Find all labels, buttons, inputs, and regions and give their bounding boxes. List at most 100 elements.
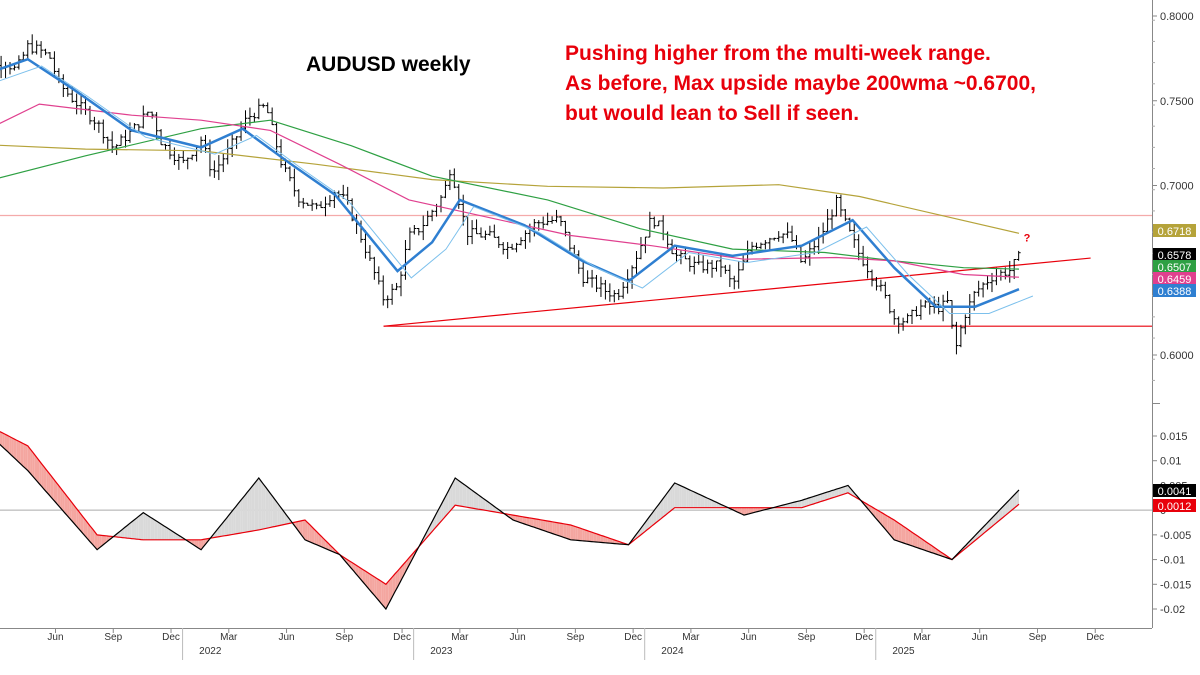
price-label: 0.6578: [1158, 250, 1192, 262]
indicator-fill: [348, 560, 352, 569]
indicator-fill: [554, 522, 557, 536]
indicator-fill: [314, 529, 317, 545]
indicator-fill: [242, 495, 245, 533]
indicator-fill: [360, 567, 363, 582]
price-label-box: [1153, 260, 1196, 273]
indicator-fill: [924, 540, 927, 551]
indicator-fill: [443, 495, 446, 519]
month-tick-label: Jun: [47, 632, 63, 643]
indicator-fill: [53, 478, 56, 503]
indicator-tick-label: 0.015: [1160, 431, 1188, 443]
indicator-fill: [73, 505, 77, 526]
indicator-fill: [473, 491, 477, 509]
indicator-fill: [37, 457, 40, 484]
indicator-fill: [912, 532, 916, 547]
indicator-fill: [25, 444, 28, 471]
indicator-fill: [196, 539, 199, 549]
price-label-box: [1153, 272, 1196, 285]
indicator-fill: [381, 581, 384, 607]
indicator-fill: [203, 539, 206, 547]
indicator-fill: [240, 498, 243, 534]
indicator-fill: [887, 515, 890, 535]
month-tick-label: Mar: [682, 632, 700, 643]
indicator-fill: [85, 520, 88, 540]
indicator-fill: [307, 522, 310, 542]
indicator-fill: [677, 484, 680, 508]
indicator-main-line: [0, 443, 1020, 611]
indicator-fill: [1007, 499, 1010, 514]
indicator-fill: [166, 527, 169, 540]
indicator-fill: [101, 535, 105, 546]
indicator-fill: [471, 489, 474, 509]
indicator-fill: [48, 472, 51, 497]
indicator-fill: [517, 515, 520, 523]
indicator-fill: [787, 503, 791, 508]
indicator-tick-label: 0.01: [1160, 456, 1181, 468]
indicator-fill: [827, 491, 830, 500]
indicator-fill: [556, 522, 560, 536]
indicator-fill: [302, 520, 306, 540]
indicator-fill: [13, 438, 17, 460]
indicator-fill: [478, 494, 481, 510]
indicator-fill: [908, 529, 911, 546]
indicator-fill: [392, 573, 396, 596]
indicator-fill: [817, 494, 821, 503]
indicator-fill: [753, 507, 756, 513]
indicator-fill: [575, 526, 578, 541]
indicator-fill: [321, 536, 324, 548]
indicator-fill: [843, 486, 846, 495]
indicator-fill: [369, 573, 373, 593]
indicator-fill: [261, 481, 264, 530]
indicator-fill: [901, 524, 904, 543]
indicator-fill: [850, 488, 853, 496]
indicator-tick-label: -0.02: [1160, 604, 1185, 616]
indicator-fill: [272, 496, 275, 527]
indicator-fill: [251, 483, 255, 532]
indicator-fill: [138, 514, 141, 540]
indicator-fill: [568, 524, 571, 540]
month-tick-label: Dec: [1086, 632, 1104, 643]
indicator-fill: [681, 486, 684, 508]
indicator-fill: [459, 481, 463, 507]
indicator-tick-label: -0.01: [1160, 555, 1185, 567]
indicator-fill: [395, 571, 398, 592]
indicator-fill: [695, 492, 698, 508]
indicator-fill: [270, 493, 273, 528]
indicator-fill: [254, 480, 257, 531]
indicator-fill: [993, 513, 996, 526]
indicator-fill: [127, 523, 130, 539]
indicator-fill: [811, 496, 814, 505]
indicator-fill: [589, 531, 592, 542]
indicator-fill: [277, 502, 280, 526]
indicator-fill: [161, 524, 165, 540]
indicator-fill: [92, 528, 95, 548]
indicator-fill: [171, 530, 174, 540]
price-tick-label: 0.7000: [1160, 181, 1194, 193]
indicator-tick-label: -0.005: [1160, 530, 1191, 542]
indicator-fill: [998, 509, 1001, 522]
indicator-fill: [6, 435, 10, 454]
price-label-box: [1153, 224, 1196, 237]
indicator-fill: [596, 533, 599, 543]
indicator-fill: [41, 463, 44, 490]
indicator-fill: [274, 499, 278, 527]
indicator-fill: [820, 493, 823, 502]
indicator-fill: [889, 517, 892, 538]
indicator-fill: [824, 492, 828, 501]
indicator-fill: [300, 520, 303, 537]
month-tick-label: Dec: [162, 632, 180, 643]
indicator-fill: [311, 526, 315, 544]
question-mark: ?: [1024, 232, 1031, 244]
indicator-fill: [801, 499, 805, 508]
indicator-fill: [87, 522, 91, 542]
indicator-fill: [603, 536, 606, 543]
indicator-fill: [896, 521, 899, 542]
year-tick-label: 2022: [199, 646, 222, 657]
indicator-fill: [834, 489, 837, 498]
indicator-fill: [552, 521, 555, 535]
indicator-label: 0.0012: [1158, 501, 1192, 513]
indicator-fill: [145, 514, 148, 540]
indicator-fill: [256, 478, 259, 531]
indicator-fill: [376, 578, 379, 601]
indicator-fill: [258, 478, 262, 530]
